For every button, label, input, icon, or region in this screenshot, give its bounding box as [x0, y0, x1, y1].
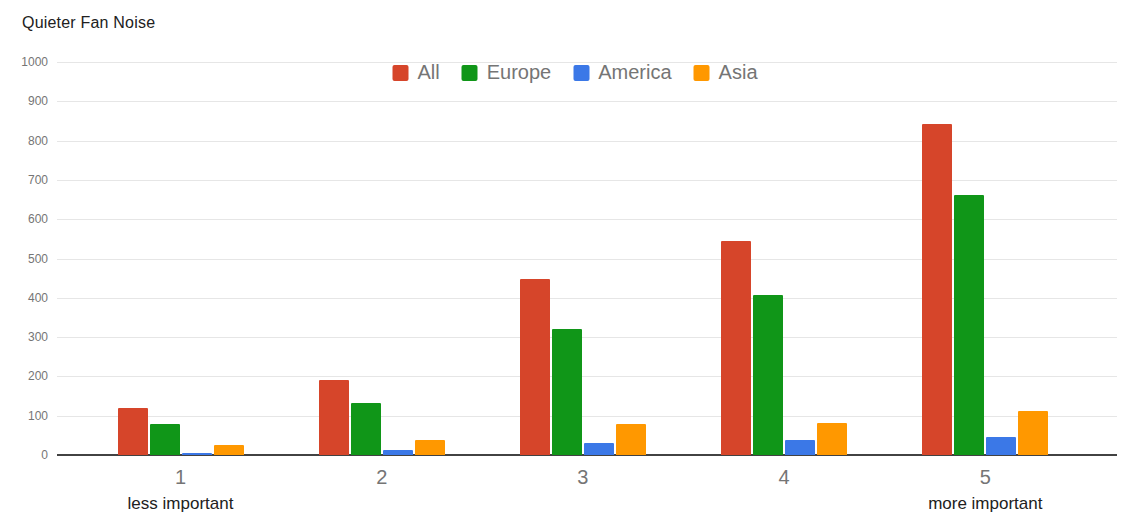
legend: All Europe America Asia [393, 61, 758, 84]
bar-asia-5[interactable] [1018, 411, 1048, 455]
x-axis-category-label: 2 [376, 466, 387, 489]
legend-swatch-asia-icon [694, 65, 710, 81]
bar-asia-1[interactable] [214, 445, 244, 455]
y-axis-tick-label: 500 [4, 253, 48, 265]
bar-chart: Quieter Fan Noise 0100200300400500600700… [0, 0, 1125, 524]
bar-america-2[interactable] [383, 450, 413, 455]
x-axis-sublabel: more important [928, 494, 1042, 514]
y-axis-tick-label: 600 [4, 213, 48, 225]
bar-all-2[interactable] [319, 380, 349, 455]
legend-label: Asia [719, 61, 758, 84]
bar-america-5[interactable] [986, 437, 1016, 455]
bar-asia-4[interactable] [817, 423, 847, 455]
bar-europe-1[interactable] [150, 424, 180, 455]
bar-europe-3[interactable] [552, 329, 582, 455]
gridline [57, 180, 1117, 181]
bar-all-4[interactable] [721, 241, 751, 455]
bar-europe-2[interactable] [351, 403, 381, 455]
plot-area: 0 100 200 300 400 500 600 700 800 900 1000 All Euro… [0, 0, 1125, 524]
legend-swatch-europe-icon [462, 65, 478, 81]
x-axis-category-label: 5 [980, 466, 991, 489]
legend-swatch-america-icon [573, 65, 589, 81]
legend-item-asia[interactable]: Asia [694, 61, 758, 84]
y-axis-tick-label: 0 [4, 449, 48, 461]
y-axis-tick-label: 1000 [4, 56, 48, 68]
gridline [57, 141, 1117, 142]
y-axis-tick-label: 800 [4, 135, 48, 147]
legend-item-america[interactable]: America [573, 61, 671, 84]
bar-asia-2[interactable] [415, 440, 445, 455]
x-axis-category-label: 3 [577, 466, 588, 489]
y-axis-tick-label: 900 [4, 95, 48, 107]
bar-asia-3[interactable] [616, 424, 646, 455]
gridline [57, 101, 1117, 102]
legend-label: Europe [487, 61, 552, 84]
bar-all-3[interactable] [520, 279, 550, 455]
bar-all-5[interactable] [922, 124, 952, 455]
legend-item-europe[interactable]: Europe [462, 61, 552, 84]
bar-america-3[interactable] [584, 443, 614, 455]
x-axis-category-label: 4 [779, 466, 790, 489]
bar-europe-4[interactable] [753, 295, 783, 455]
x-axis-sublabel: less important [128, 494, 234, 514]
y-axis-tick-label: 400 [4, 292, 48, 304]
bar-america-1[interactable] [182, 453, 212, 455]
legend-swatch-all-icon [393, 65, 409, 81]
y-axis-tick-label: 300 [4, 331, 48, 343]
legend-label: All [418, 61, 440, 84]
x-axis-category-label: 1 [175, 466, 186, 489]
y-axis-tick-label: 200 [4, 370, 48, 382]
legend-item-all[interactable]: All [393, 61, 440, 84]
legend-label: America [598, 61, 671, 84]
bar-america-4[interactable] [785, 440, 815, 455]
y-axis-tick-label: 700 [4, 174, 48, 186]
y-axis-tick-label: 100 [4, 410, 48, 422]
bar-all-1[interactable] [118, 408, 148, 455]
bar-europe-5[interactable] [954, 195, 984, 455]
